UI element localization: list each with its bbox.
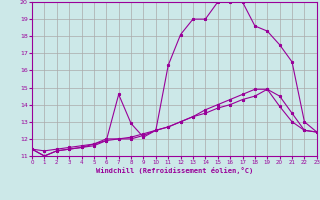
- X-axis label: Windchill (Refroidissement éolien,°C): Windchill (Refroidissement éolien,°C): [96, 167, 253, 174]
